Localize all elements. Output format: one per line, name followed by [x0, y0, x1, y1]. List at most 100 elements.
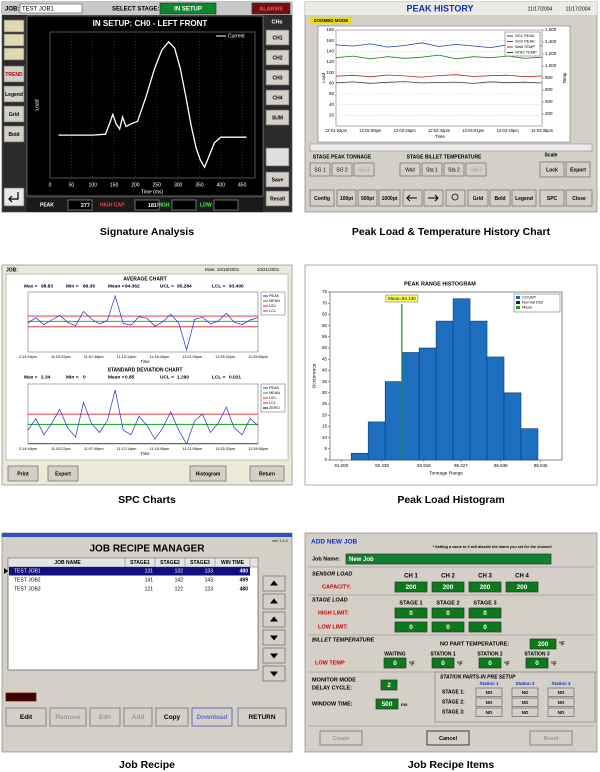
button[interactable] — [547, 697, 575, 707]
button[interactable] — [249, 465, 285, 482]
button[interactable] — [565, 161, 591, 178]
label: 10/21/2001 — [257, 267, 280, 272]
button[interactable] — [265, 171, 290, 188]
button[interactable] — [475, 707, 503, 717]
button-label: Recall — [270, 196, 285, 202]
button[interactable] — [511, 189, 537, 207]
button[interactable] — [89, 707, 121, 727]
button[interactable] — [123, 707, 153, 727]
button[interactable] — [265, 190, 290, 207]
icon-button[interactable] — [3, 187, 25, 207]
button[interactable] — [547, 687, 575, 697]
value-field[interactable] — [394, 607, 428, 619]
value-field[interactable] — [380, 679, 398, 691]
job-field[interactable] — [345, 553, 552, 565]
value-field[interactable] — [468, 607, 502, 619]
button[interactable] — [265, 29, 290, 46]
button[interactable] — [5, 707, 47, 727]
icon-button[interactable] — [445, 189, 466, 207]
button[interactable] — [191, 707, 233, 727]
x-tick-label: 12:03:35pm — [531, 128, 554, 133]
button[interactable] — [336, 189, 357, 207]
button[interactable] — [265, 89, 290, 106]
value-field[interactable] — [505, 581, 539, 593]
button[interactable] — [155, 707, 189, 727]
icon-button[interactable] — [3, 47, 25, 61]
value-field[interactable] — [468, 621, 502, 633]
value-field[interactable] — [431, 581, 465, 593]
value-field[interactable] — [431, 621, 465, 633]
button[interactable] — [237, 707, 287, 727]
button[interactable] — [331, 162, 353, 177]
button[interactable] — [465, 162, 487, 177]
button[interactable] — [265, 109, 290, 126]
button[interactable] — [511, 687, 539, 697]
value-field[interactable] — [375, 698, 399, 710]
x-tick-label: 400 — [217, 182, 226, 188]
value-field[interactable] — [394, 581, 428, 593]
button[interactable] — [475, 687, 503, 697]
button[interactable] — [189, 465, 227, 482]
button[interactable] — [353, 162, 375, 177]
value-field[interactable] — [478, 657, 502, 669]
button[interactable] — [421, 162, 443, 177]
button[interactable] — [3, 105, 25, 123]
button[interactable] — [511, 697, 539, 707]
value-field[interactable] — [383, 657, 407, 669]
label: Scale — [544, 152, 557, 158]
icon-button[interactable] — [3, 19, 25, 33]
button-label: Config — [314, 196, 330, 202]
x-tick-label: 11:29:58pm — [248, 447, 268, 451]
selected-row[interactable] — [9, 567, 250, 576]
button[interactable] — [489, 189, 511, 207]
button[interactable] — [399, 162, 421, 177]
stat-value: 93.400 — [229, 283, 244, 289]
button[interactable] — [426, 730, 470, 746]
value-field[interactable] — [431, 657, 455, 669]
icon-button[interactable] — [3, 33, 25, 47]
button[interactable] — [529, 730, 573, 746]
x-tick-label: 12:02:09pm — [359, 128, 382, 133]
icon-button[interactable] — [265, 147, 290, 167]
bar — [435, 320, 454, 461]
stage-select[interactable] — [159, 2, 217, 15]
button-label: SUM — [272, 115, 283, 121]
legend — [513, 293, 561, 313]
button[interactable] — [565, 189, 593, 207]
column-header: WIN TIME — [221, 560, 245, 566]
button[interactable] — [3, 125, 25, 143]
button[interactable] — [475, 697, 503, 707]
y-tick-label: 70 — [322, 300, 328, 305]
button[interactable] — [309, 189, 335, 207]
button[interactable] — [265, 69, 290, 86]
y-tick-label: 20 — [329, 113, 335, 118]
button[interactable] — [319, 730, 363, 746]
button[interactable] — [467, 189, 489, 207]
value-field[interactable] — [529, 638, 557, 650]
button[interactable] — [265, 49, 290, 66]
value: 2 — [387, 682, 391, 689]
button[interactable] — [539, 161, 565, 178]
scrollbar[interactable] — [309, 143, 593, 152]
button[interactable] — [7, 465, 39, 482]
button[interactable] — [47, 465, 79, 482]
value-field[interactable] — [431, 607, 465, 619]
button[interactable] — [309, 162, 331, 177]
button[interactable] — [511, 707, 539, 717]
button[interactable] — [357, 189, 378, 207]
button[interactable] — [3, 65, 25, 83]
readout-box — [171, 199, 197, 211]
button[interactable] — [49, 707, 87, 727]
chart-title: AVERAGE CHART — [123, 276, 166, 282]
column-header: STAGE1 — [130, 560, 150, 566]
button[interactable] — [443, 162, 465, 177]
button[interactable] — [378, 189, 401, 207]
button[interactable] — [3, 85, 25, 103]
caption: Peak Load Histogram — [397, 494, 504, 506]
label: Job Name: — [312, 556, 340, 562]
value-field[interactable] — [525, 657, 549, 669]
button[interactable] — [539, 189, 565, 207]
button[interactable] — [547, 707, 575, 717]
value-field[interactable] — [394, 621, 428, 633]
value-field[interactable] — [468, 581, 502, 593]
